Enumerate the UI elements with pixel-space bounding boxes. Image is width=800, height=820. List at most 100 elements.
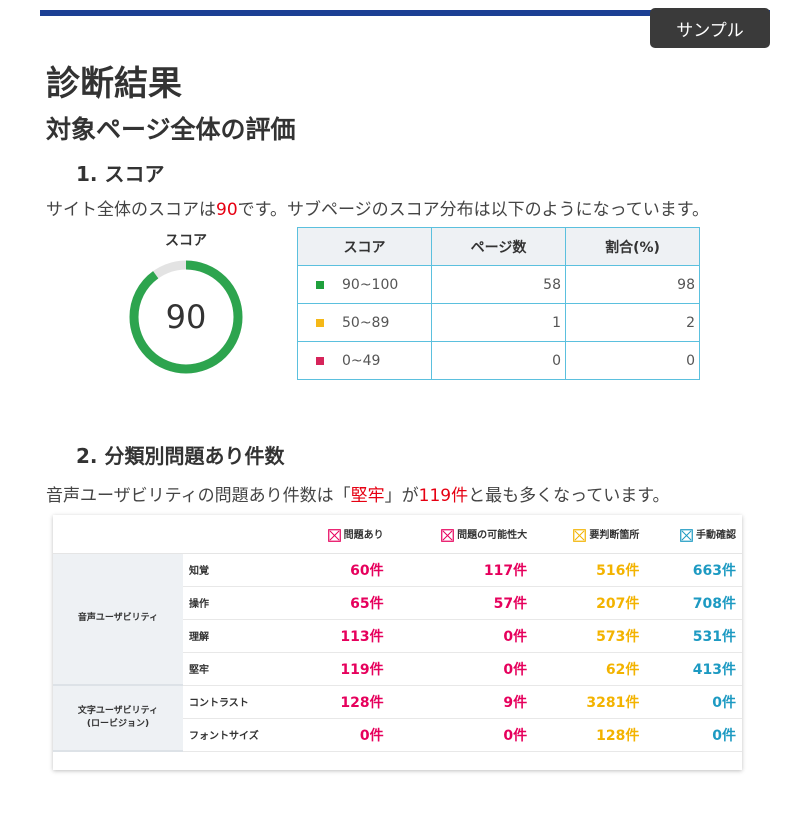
x-box-icon bbox=[441, 528, 454, 542]
header-pages: ページ数 bbox=[431, 227, 566, 266]
issues-count-cell: 531件 bbox=[645, 619, 742, 653]
gauge-arc bbox=[129, 260, 243, 374]
issues-count-cell: 708件 bbox=[645, 586, 742, 620]
issues-column-header: 問題の可能性大 bbox=[389, 515, 534, 554]
gauge-value: 90 bbox=[165, 298, 207, 336]
range-color-swatch bbox=[316, 280, 324, 289]
issues-category: 理解 bbox=[183, 619, 293, 653]
issues-column-label: 問題あり bbox=[343, 530, 384, 541]
score-gauge bbox=[129, 260, 243, 374]
x-box-icon bbox=[680, 528, 693, 542]
issues-group-label: 文字ユーザビリティ (ロービジョン) bbox=[53, 685, 183, 752]
range-label: 90~100 bbox=[342, 276, 399, 293]
issues-count-cell: 128件 bbox=[293, 685, 390, 719]
issues-count-cell: 60件 bbox=[293, 553, 390, 587]
issues-panel: 問題あり 問題の可能性大 要判断箇所 手動確認 音声ユーザビリティ 知覚 60件 117件 5… bbox=[53, 515, 742, 770]
issues-column-label: 問題の可能性大 bbox=[457, 530, 528, 541]
issues-count-cell: 62件 bbox=[533, 652, 646, 686]
issues-count-cell: 113件 bbox=[293, 619, 390, 653]
issues-summary-part2: 」が bbox=[384, 486, 419, 506]
issues-count-cell: 128件 bbox=[533, 718, 646, 752]
percent-cell: 2 bbox=[565, 303, 700, 342]
issues-count-cell: 0件 bbox=[293, 718, 390, 752]
issues-count-cell: 57件 bbox=[389, 586, 534, 620]
score-range-cell: 90~100 bbox=[297, 265, 432, 304]
issues-group-label: 音声ユーザビリティ bbox=[53, 553, 183, 686]
issues-count-cell: 0件 bbox=[389, 619, 534, 653]
issues-count-cell: 207件 bbox=[533, 586, 646, 620]
issues-column-label: 手動確認 bbox=[696, 530, 736, 541]
score-table-row: 90~100 58 98 bbox=[297, 265, 700, 304]
issues-header-blank bbox=[53, 515, 293, 554]
issues-count-cell: 119件 bbox=[293, 652, 390, 686]
range-color-swatch bbox=[316, 356, 324, 365]
score-table-row: 0~49 0 0 bbox=[297, 341, 700, 380]
x-box-icon bbox=[327, 528, 341, 542]
issues-count-cell: 0件 bbox=[645, 685, 742, 719]
group-name-sub: (ロービジョン) bbox=[86, 719, 150, 729]
issues-summary-part1: 音声ユーザビリティの問題あり件数は「 bbox=[46, 486, 351, 506]
group-name: 音声ユーザビリティ bbox=[77, 613, 159, 624]
header-percent: 割合(%) bbox=[565, 227, 700, 266]
issues-count-cell: 0件 bbox=[389, 652, 534, 686]
issues-highlight-count: 119件 bbox=[418, 486, 469, 506]
score-summary-suffix: です。サブページのスコア分布は以下のようになっています。 bbox=[237, 200, 710, 220]
score-summary-value: 90 bbox=[216, 200, 238, 220]
issues-count-cell: 0件 bbox=[389, 718, 534, 752]
issues-count-cell: 0件 bbox=[645, 718, 742, 752]
issues-category: コントラスト bbox=[183, 685, 293, 719]
percent-cell: 0 bbox=[565, 341, 700, 380]
sample-badge: サンプル bbox=[650, 8, 770, 48]
pages-cell: 1 bbox=[431, 303, 566, 342]
issues-count-cell: 413件 bbox=[645, 652, 742, 686]
issues-column-label: 要判断箇所 bbox=[589, 530, 640, 541]
issues-count-cell: 516件 bbox=[533, 553, 646, 587]
issues-row: 堅牢 119件 0件 62件 413件 bbox=[53, 652, 742, 686]
issues-category: 知覚 bbox=[183, 553, 293, 587]
issues-row: 理解 113件 0件 573件 531件 bbox=[53, 619, 742, 653]
gauge-label: スコア bbox=[165, 233, 207, 249]
issues-count-cell: 3281件 bbox=[533, 685, 646, 719]
score-table-row: 50~89 1 2 bbox=[297, 303, 700, 342]
page-title: 診断結果 bbox=[46, 64, 182, 104]
issues-count-cell: 9件 bbox=[389, 685, 534, 719]
issues-category: フォントサイズ bbox=[183, 718, 293, 752]
percent-cell: 98 bbox=[565, 265, 700, 304]
issues-header-row: 問題あり 問題の可能性大 要判断箇所 手動確認 bbox=[53, 515, 742, 554]
group-name: 文字ユーザビリティ bbox=[77, 706, 159, 717]
issues-table: 問題あり 問題の可能性大 要判断箇所 手動確認 音声ユーザビリティ 知覚 60件 117件 5… bbox=[53, 515, 742, 752]
score-table-header-row: スコア ページ数 割合(%) bbox=[297, 227, 700, 266]
issues-row: 文字ユーザビリティ (ロービジョン) コントラスト 128件 9件 3281件 0件 bbox=[53, 685, 742, 752]
x-box-icon bbox=[573, 528, 587, 542]
pages-cell: 0 bbox=[431, 341, 566, 380]
issues-count-cell: 573件 bbox=[533, 619, 646, 653]
issues-summary-text: 音声ユーザビリティの問題あり件数は「堅牢」が119件と最も多くなっています。 bbox=[46, 481, 670, 506]
issues-category: 操作 bbox=[183, 586, 293, 620]
page-subtitle: 対象ページ全体の評価 bbox=[46, 115, 296, 144]
score-summary-text: サイト全体のスコアは90です。サブページのスコア分布は以下のようになっています。 bbox=[46, 195, 709, 220]
score-distribution-table: スコア ページ数 割合(%) 90~100 58 98 50~89 1 2 0~49 0 0 bbox=[297, 227, 700, 380]
pages-cell: 58 bbox=[431, 265, 566, 304]
issues-row: 操作 65件 57件 207件 708件 bbox=[53, 586, 742, 620]
score-summary-prefix: サイト全体のスコアは bbox=[46, 200, 216, 220]
issues-row: 音声ユーザビリティ 知覚 60件 117件 516件 663件 bbox=[53, 553, 742, 686]
section-issues-heading: 2. 分類別問題あり件数 bbox=[76, 444, 285, 468]
issues-row: フォントサイズ 0件 0件 128件 0件 bbox=[53, 718, 742, 752]
range-label: 50~89 bbox=[342, 314, 390, 331]
score-range-cell: 50~89 bbox=[297, 303, 432, 342]
issues-count-cell: 663件 bbox=[645, 553, 742, 587]
section-score-heading: 1. スコア bbox=[76, 162, 165, 186]
issues-column-header: 手動確認 bbox=[645, 515, 742, 554]
header-score: スコア bbox=[297, 227, 432, 266]
score-range-cell: 0~49 bbox=[297, 341, 432, 380]
issues-column-header: 問題あり bbox=[293, 515, 390, 554]
issues-highlight-category: 堅牢 bbox=[350, 486, 385, 506]
header-accent-bar bbox=[40, 10, 770, 16]
issues-category: 堅牢 bbox=[183, 652, 293, 686]
issues-count-cell: 117件 bbox=[389, 553, 534, 587]
issues-summary-part3: と最も多くなっています。 bbox=[468, 486, 670, 506]
range-label: 0~49 bbox=[342, 352, 381, 369]
range-color-swatch bbox=[316, 318, 324, 327]
issues-count-cell: 65件 bbox=[293, 586, 390, 620]
issues-column-header: 要判断箇所 bbox=[533, 515, 646, 554]
